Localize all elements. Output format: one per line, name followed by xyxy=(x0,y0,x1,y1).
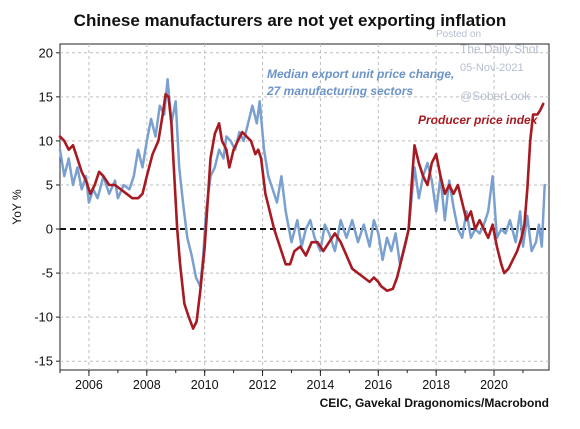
grid xyxy=(56,44,549,376)
annotation-median-line2: 27 manufacturing sectors xyxy=(266,84,413,98)
y-tick-label: 15 xyxy=(39,89,53,104)
annotation-ppi: Producer price index xyxy=(418,113,539,127)
annotation-median-line1: Median export unit price change, xyxy=(267,67,454,81)
tick-labels: 20 15 10 5 0 -5 -10 -15 2006 2008 2010 2012 2014 2016… xyxy=(34,45,508,392)
watermark-site: The Daily Shot xyxy=(460,42,539,56)
x-tick-label: 2018 xyxy=(422,378,450,392)
y-tick-label: -15 xyxy=(34,354,53,369)
x-tick-label: 2006 xyxy=(75,378,103,392)
series-median-export-price xyxy=(58,77,546,288)
x-tick-label: 2020 xyxy=(480,378,508,392)
x-tick-label: 2008 xyxy=(133,378,161,392)
series-lines xyxy=(58,77,546,330)
x-tick-label: 2010 xyxy=(191,378,219,392)
x-tick-label: 2012 xyxy=(249,378,277,392)
y-tick-label: 5 xyxy=(46,177,53,192)
watermark-date: 05-Nov-2021 xyxy=(460,62,524,74)
y-tick-label: 20 xyxy=(39,45,53,60)
watermark-posted-on: Posted on xyxy=(436,29,481,40)
series-producer-price-index xyxy=(58,92,545,330)
y-axis-label: YoY % xyxy=(10,189,24,225)
source-note: CEIC, Gavekal Dragonomics/Macrobond xyxy=(320,396,549,410)
watermark-handle: @SoberLook xyxy=(460,89,531,103)
chart-title: Chinese manufacturers are not yet export… xyxy=(74,11,507,30)
y-tick-label: -5 xyxy=(41,266,53,281)
watermark: Posted on The Daily Shot 05-Nov-2021 @So… xyxy=(436,29,539,103)
y-tick-label: 0 xyxy=(46,222,53,237)
plot-frame xyxy=(59,43,550,371)
x-tick-label: 2016 xyxy=(364,378,392,392)
y-tick-label: -10 xyxy=(34,310,53,325)
y-tick-label: 10 xyxy=(39,133,53,148)
x-tick-label: 2014 xyxy=(307,378,335,392)
